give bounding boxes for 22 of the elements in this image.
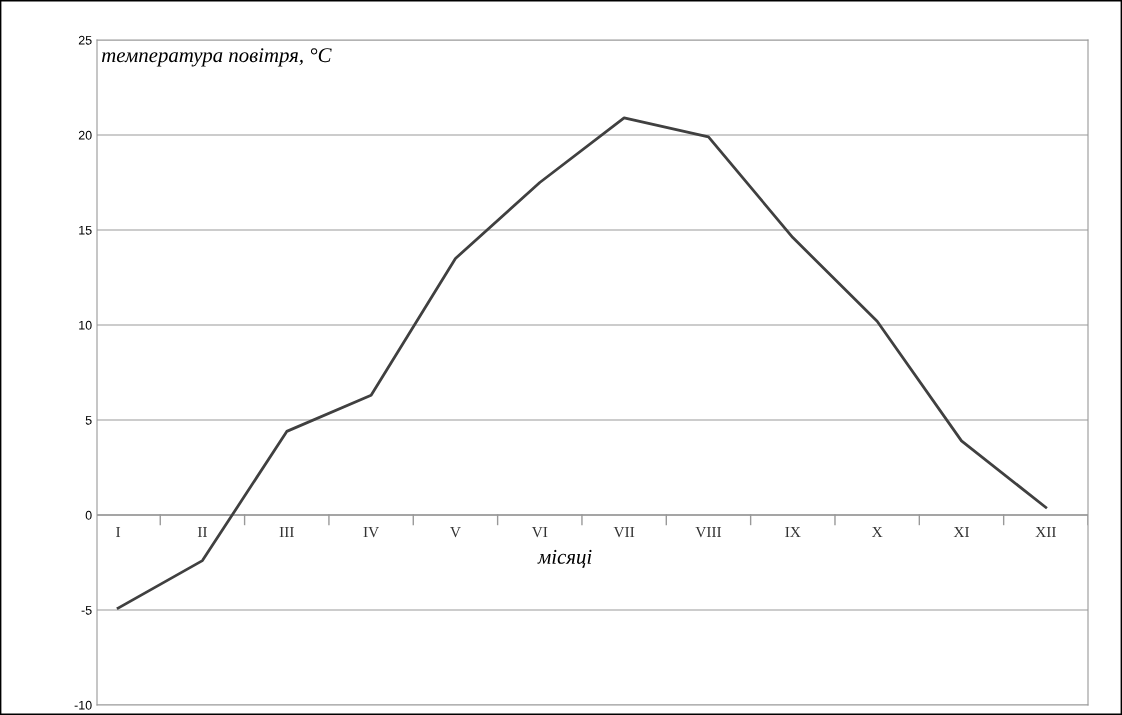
x-tick-label: VIII bbox=[695, 527, 722, 538]
x-axis-title: місяці bbox=[537, 549, 592, 568]
x-tick-label: VI bbox=[531, 527, 548, 538]
x-tick-label: VII bbox=[613, 527, 635, 538]
x-tick-label: I bbox=[116, 527, 121, 537]
y-tick-label: 5 bbox=[85, 415, 92, 425]
y-tick-label: -10 bbox=[74, 700, 92, 710]
y-tick-label: 15 bbox=[79, 225, 92, 235]
y-tick-label: 25 bbox=[78, 35, 92, 45]
y-tick-label: 10 bbox=[79, 320, 92, 330]
x-tick-label: XII bbox=[1035, 527, 1056, 537]
y-tick-label: 20 bbox=[78, 130, 92, 140]
y-tick-label: 0 bbox=[85, 510, 92, 520]
x-tick-label: II bbox=[197, 527, 207, 537]
y-tick-label: -5 bbox=[81, 605, 92, 615]
x-tick-label: V bbox=[450, 527, 461, 538]
y-axis-title: температура повітря, °C bbox=[101, 48, 332, 67]
x-tick-label: X bbox=[871, 527, 883, 537]
x-tick-label: IX bbox=[785, 527, 801, 537]
x-tick-label: XI bbox=[953, 527, 970, 537]
x-tick-label: III bbox=[279, 527, 294, 537]
x-tick-label: IV bbox=[363, 527, 379, 538]
